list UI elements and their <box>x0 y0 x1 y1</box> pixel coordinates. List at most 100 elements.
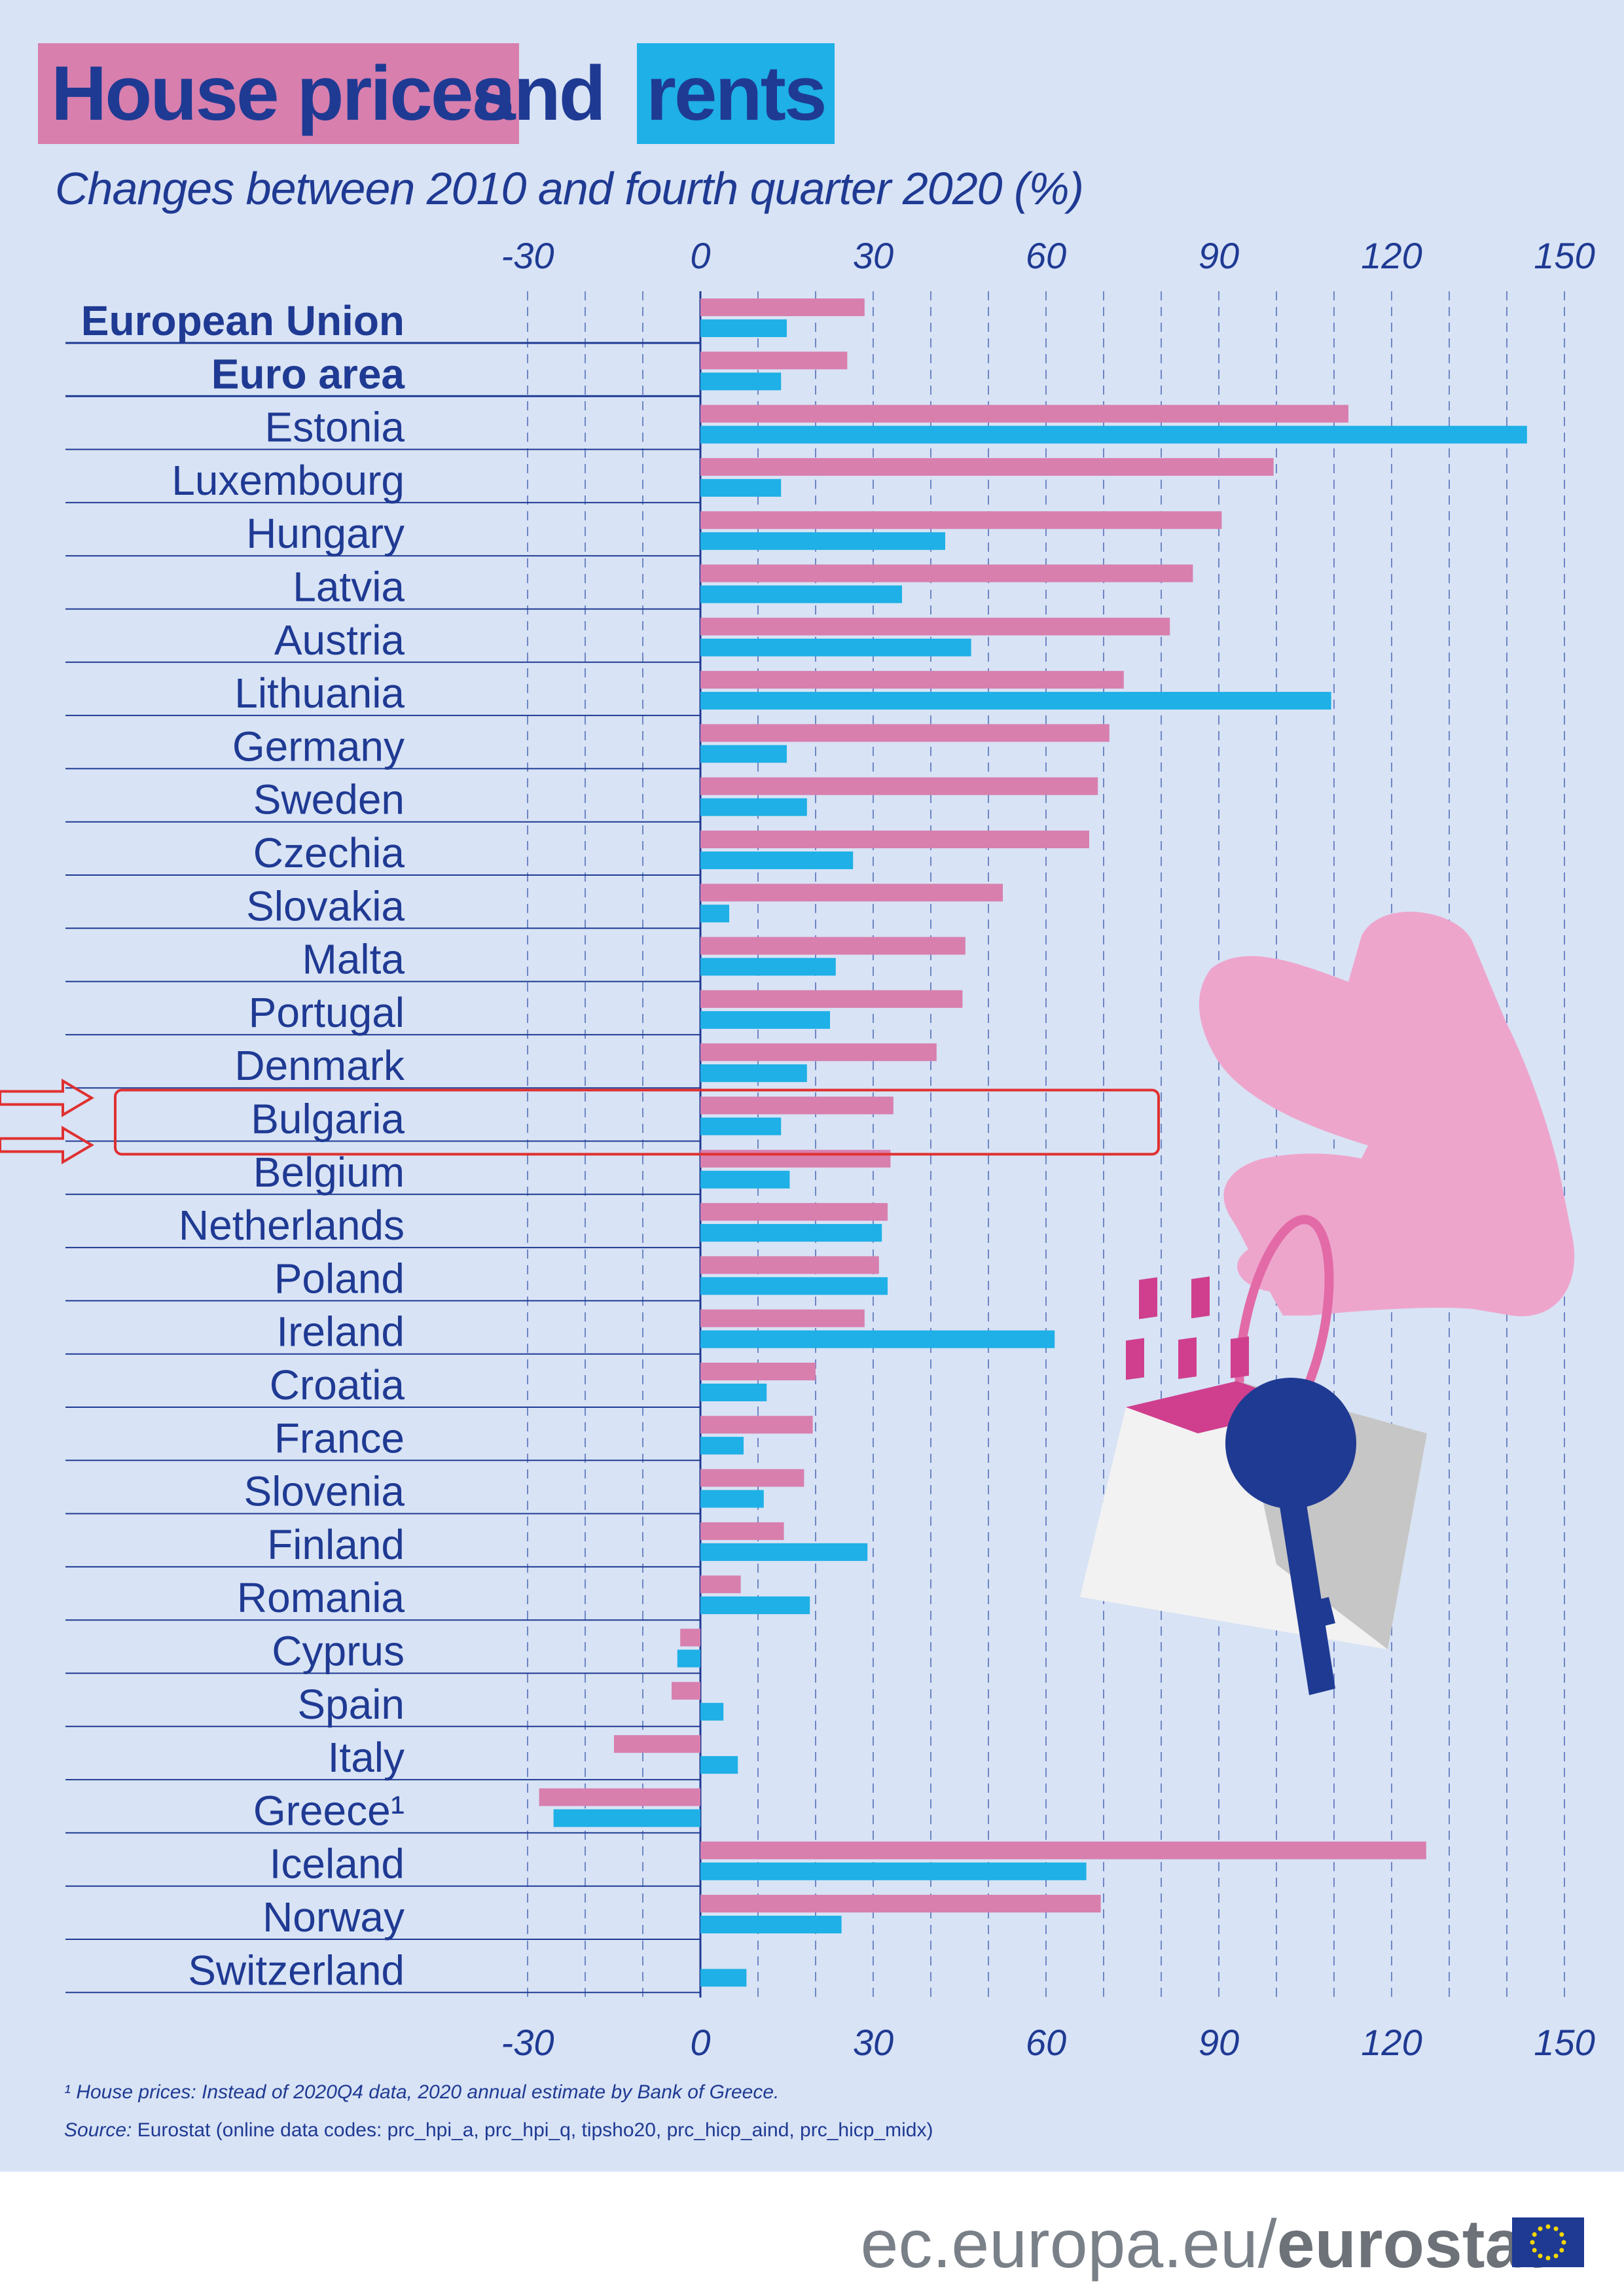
bar-house-price <box>700 1096 893 1115</box>
category-label: France <box>274 1414 405 1462</box>
bar-rent <box>700 1969 747 1987</box>
category-label: Germany <box>232 723 405 770</box>
bar-rent <box>700 1702 724 1721</box>
bar-rent <box>700 692 1331 710</box>
bar-rent <box>700 372 782 391</box>
category-label: Cyprus <box>272 1628 405 1675</box>
category-label: Portugal <box>249 989 405 1036</box>
tick-label-bottom: 120 <box>1361 2022 1422 2063</box>
category-label: Sweden <box>253 776 405 823</box>
category-label: Lithuania <box>234 670 405 717</box>
tick-label-bottom: 0 <box>690 2022 710 2063</box>
category-label: Denmark <box>234 1042 405 1089</box>
source-label: Source: <box>64 2119 132 2141</box>
footnote: ¹ House prices: Instead of 2020Q4 data, … <box>64 2081 780 2103</box>
flag-star <box>1532 2232 1537 2237</box>
bar-rent <box>700 1543 868 1561</box>
title-house-prices: House prices <box>38 43 520 144</box>
category-label: Czechia <box>253 829 405 876</box>
bar-rent <box>700 958 836 976</box>
bar-house-price <box>700 724 1110 742</box>
bar-house-price <box>700 1203 888 1221</box>
bar-house-price <box>700 1149 891 1168</box>
category-label: European Union <box>81 297 405 344</box>
bar-rent <box>700 745 787 763</box>
bar-house-price <box>700 777 1098 795</box>
bar-rent <box>700 1384 767 1401</box>
bar-rent <box>700 1756 738 1774</box>
flag-star <box>1559 2248 1564 2253</box>
flag-star <box>1530 2240 1535 2245</box>
category-label: Norway <box>262 1893 405 1941</box>
bar-rent <box>700 638 971 656</box>
bar-house-price <box>700 457 1274 476</box>
bar-rent <box>700 1916 842 1933</box>
category-label: Ireland <box>276 1308 405 1355</box>
tick-label-top: 60 <box>1026 235 1066 276</box>
eu-flag-icon <box>1512 2217 1584 2267</box>
tick-label-top: 30 <box>853 235 893 276</box>
bars <box>539 298 1527 1987</box>
category-label: Estonia <box>265 404 405 451</box>
bar-house-price <box>700 351 848 370</box>
bulgaria-highlight <box>0 1078 1160 1165</box>
category-label: Slovenia <box>244 1468 405 1515</box>
tick-label-top: 0 <box>690 235 710 276</box>
tick-label-top: 90 <box>1199 235 1239 276</box>
flag-star <box>1559 2232 1564 2237</box>
bar-house-price <box>700 298 865 316</box>
title-rents: rents <box>637 43 835 144</box>
flag-star <box>1553 2253 1559 2259</box>
category-label: Poland <box>274 1255 405 1302</box>
bar-house-price <box>700 937 965 955</box>
footer-url-bold: eurostat <box>1276 2206 1545 2282</box>
category-label: Finland <box>267 1521 405 1568</box>
bar-rent <box>700 1117 782 1136</box>
bar-rent <box>677 1649 700 1668</box>
bar-rent <box>700 478 782 497</box>
bar-rent <box>700 425 1527 444</box>
bar-house-price <box>700 1416 813 1434</box>
highlight-arrow <box>0 1125 94 1165</box>
category-label: Spain <box>297 1681 405 1728</box>
bar-rent <box>700 532 945 550</box>
bar-house-price <box>539 1788 700 1806</box>
category-label: Croatia <box>270 1361 405 1408</box>
tick-label-bottom: 90 <box>1199 2022 1239 2063</box>
bar-house-price <box>700 1841 1426 1859</box>
bar-house-price <box>700 1363 816 1380</box>
tick-label-top: 150 <box>1534 235 1595 276</box>
bar-rent <box>553 1809 700 1827</box>
bar-chart: European Union Euro area Estonia Luxembourg… <box>0 235 1595 2063</box>
bar-rent <box>700 1596 810 1615</box>
source-text: Eurostat (online data codes: prc_hpi_a, … <box>132 2119 933 2141</box>
subtitle: Changes between 2010 and fourth quarter … <box>55 163 1084 214</box>
category-label: Greece¹ <box>253 1787 405 1834</box>
tick-label-top: -30 <box>501 235 554 276</box>
bar-rent <box>700 319 787 337</box>
bar-house-price <box>700 671 1124 689</box>
bar-rent <box>700 1011 830 1029</box>
bar-rent <box>700 905 729 923</box>
bar-rent <box>700 1330 1055 1348</box>
bar-house-price <box>700 1309 865 1327</box>
category-label: Romania <box>237 1574 405 1621</box>
bar-rent <box>700 1490 764 1508</box>
category-label: Austria <box>274 617 405 664</box>
bar-rent <box>700 1437 744 1455</box>
bar-house-price <box>680 1628 700 1647</box>
category-labels: European Union Euro area Estonia Luxembourg… <box>81 297 405 1994</box>
category-label: Iceland <box>270 1840 405 1888</box>
category-label: Italy <box>328 1734 405 1781</box>
bar-house-price <box>700 1469 804 1487</box>
category-label: Luxembourg <box>171 457 405 504</box>
footer-url[interactable]: ec.europa.eu/eurostat <box>861 2206 1545 2284</box>
flag-star <box>1538 2226 1543 2231</box>
flag-star <box>1538 2253 1543 2259</box>
flag-star <box>1532 2248 1537 2253</box>
category-label: Euro area <box>211 350 405 397</box>
bar-house-price <box>700 617 1170 636</box>
hand-illustration <box>1199 911 1575 1317</box>
tick-label-bottom: 30 <box>853 2022 893 2063</box>
category-label: Switzerland <box>188 1946 405 1994</box>
